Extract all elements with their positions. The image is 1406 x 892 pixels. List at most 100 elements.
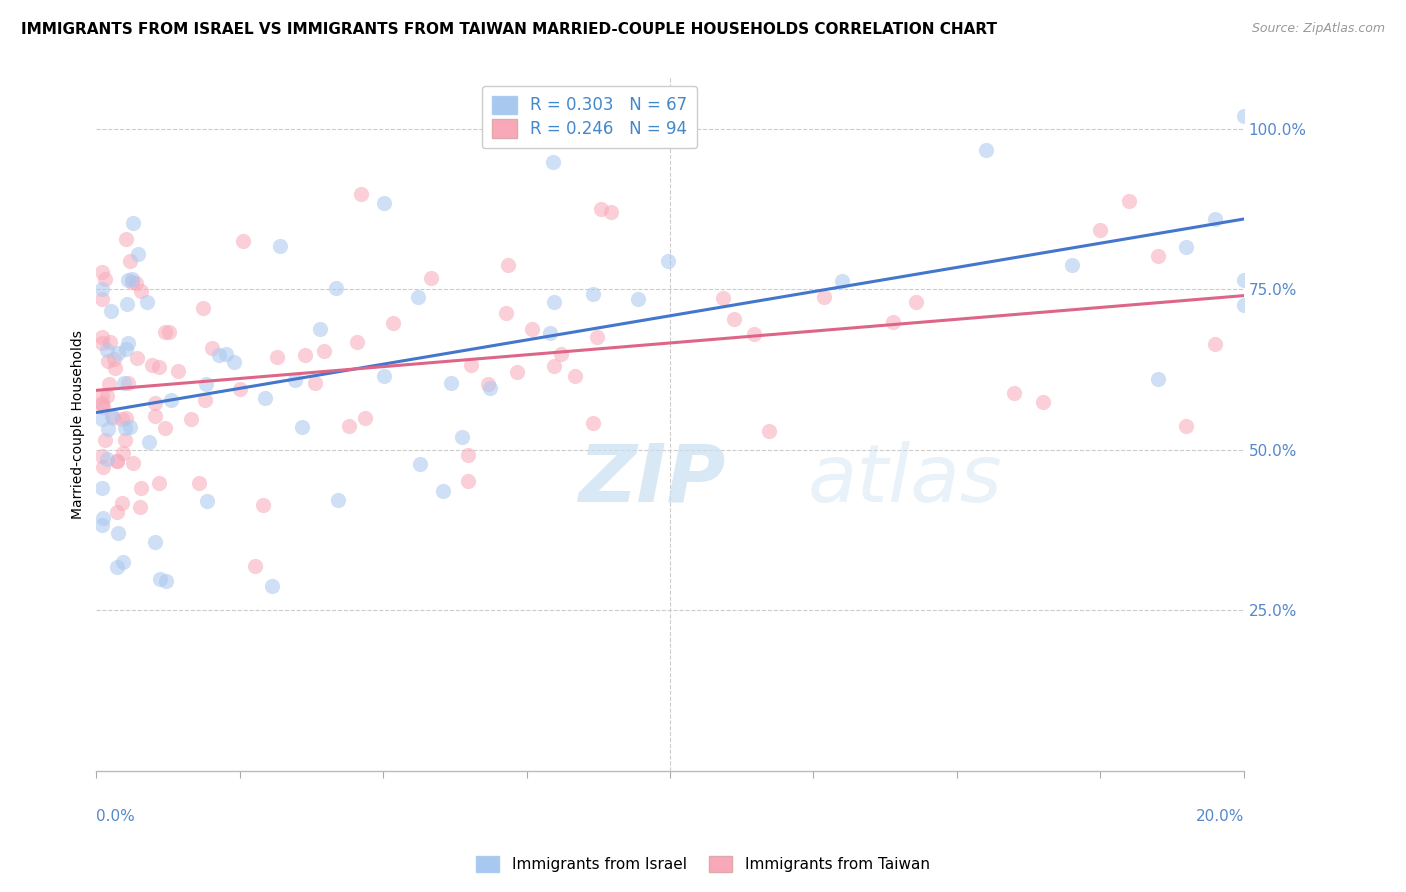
Point (91, 449, 114, 463)
Point (600, 204, 623, 219)
Point (314, 344, 336, 359)
Point (155, 574, 177, 588)
Point (406, 290, 429, 304)
Text: IMMIGRANTS FROM ISRAEL VS IMMIGRANTS FROM TAIWAN MARRIED-COUPLE HOUSEHOLDS CORRE: IMMIGRANTS FROM ISRAEL VS IMMIGRANTS FRO… (21, 22, 997, 37)
Point (117, 335, 139, 350)
Point (107, 525, 129, 540)
Point (350, 186, 373, 201)
Point (294, 348, 316, 362)
Point (506, 365, 529, 379)
Point (195, 494, 218, 508)
Point (1175, 240, 1198, 254)
Point (627, 292, 650, 306)
Point (121, 271, 143, 285)
Point (974, 143, 997, 157)
Point (657, 253, 679, 268)
Point (243, 558, 266, 573)
Text: 20.0%: 20.0% (1195, 809, 1244, 824)
Point (101, 409, 124, 423)
Point (1233, 298, 1256, 312)
Point (813, 290, 835, 304)
Point (105, 454, 128, 468)
Point (582, 416, 605, 430)
Point (284, 373, 307, 387)
Point (260, 579, 283, 593)
Point (326, 493, 349, 508)
Point (1204, 211, 1226, 226)
Point (564, 368, 586, 383)
Point (138, 434, 160, 449)
Point (94, 272, 117, 286)
Point (160, 393, 183, 408)
Point (91, 389, 114, 403)
Point (543, 294, 565, 309)
Legend: Immigrants from Israel, Immigrants from Taiwan: Immigrants from Israel, Immigrants from … (468, 848, 938, 880)
Point (91, 412, 114, 426)
Point (91, 481, 114, 495)
Point (541, 155, 564, 169)
Point (91, 517, 114, 532)
Point (451, 430, 474, 444)
Point (117, 376, 139, 391)
Point (228, 382, 250, 396)
Point (373, 195, 395, 210)
Point (440, 376, 463, 390)
Point (117, 273, 139, 287)
Point (1146, 372, 1168, 386)
Point (96, 343, 118, 358)
Point (141, 359, 163, 373)
Point (373, 369, 395, 384)
Point (98, 376, 121, 391)
Point (129, 481, 152, 495)
Point (91, 335, 114, 350)
Point (1175, 419, 1198, 434)
Point (111, 412, 134, 426)
Point (723, 312, 745, 326)
Point (253, 391, 276, 405)
Text: atlas: atlas (808, 441, 1002, 518)
Point (460, 358, 482, 372)
Point (91, 460, 114, 475)
Point (1233, 109, 1256, 123)
Point (148, 360, 170, 375)
Point (91, 265, 114, 279)
Point (758, 424, 780, 438)
Point (1233, 273, 1256, 287)
Point (153, 421, 176, 435)
Point (105, 560, 128, 574)
Point (112, 446, 135, 460)
Point (1118, 194, 1140, 208)
Point (91, 282, 114, 296)
Point (222, 355, 245, 369)
Point (1204, 337, 1226, 351)
Point (91, 293, 114, 307)
Text: 0.0%: 0.0% (97, 809, 135, 824)
Point (105, 505, 128, 519)
Point (582, 287, 605, 301)
Point (122, 456, 145, 470)
Point (538, 326, 561, 341)
Point (353, 410, 375, 425)
Point (905, 294, 928, 309)
Point (457, 448, 479, 462)
Point (419, 270, 441, 285)
Point (291, 419, 314, 434)
Point (97, 422, 120, 436)
Text: ZIP: ZIP (578, 441, 725, 518)
Point (208, 348, 231, 362)
Point (121, 216, 143, 230)
Point (882, 315, 904, 329)
Point (520, 322, 543, 336)
Point (308, 322, 330, 336)
Point (128, 500, 150, 514)
Point (586, 330, 609, 344)
Point (105, 454, 128, 468)
Point (96, 389, 118, 403)
Point (831, 274, 853, 288)
Point (744, 327, 766, 342)
Point (266, 350, 288, 364)
Point (148, 476, 170, 491)
Point (97, 353, 120, 368)
Point (129, 285, 152, 299)
Point (127, 351, 149, 365)
